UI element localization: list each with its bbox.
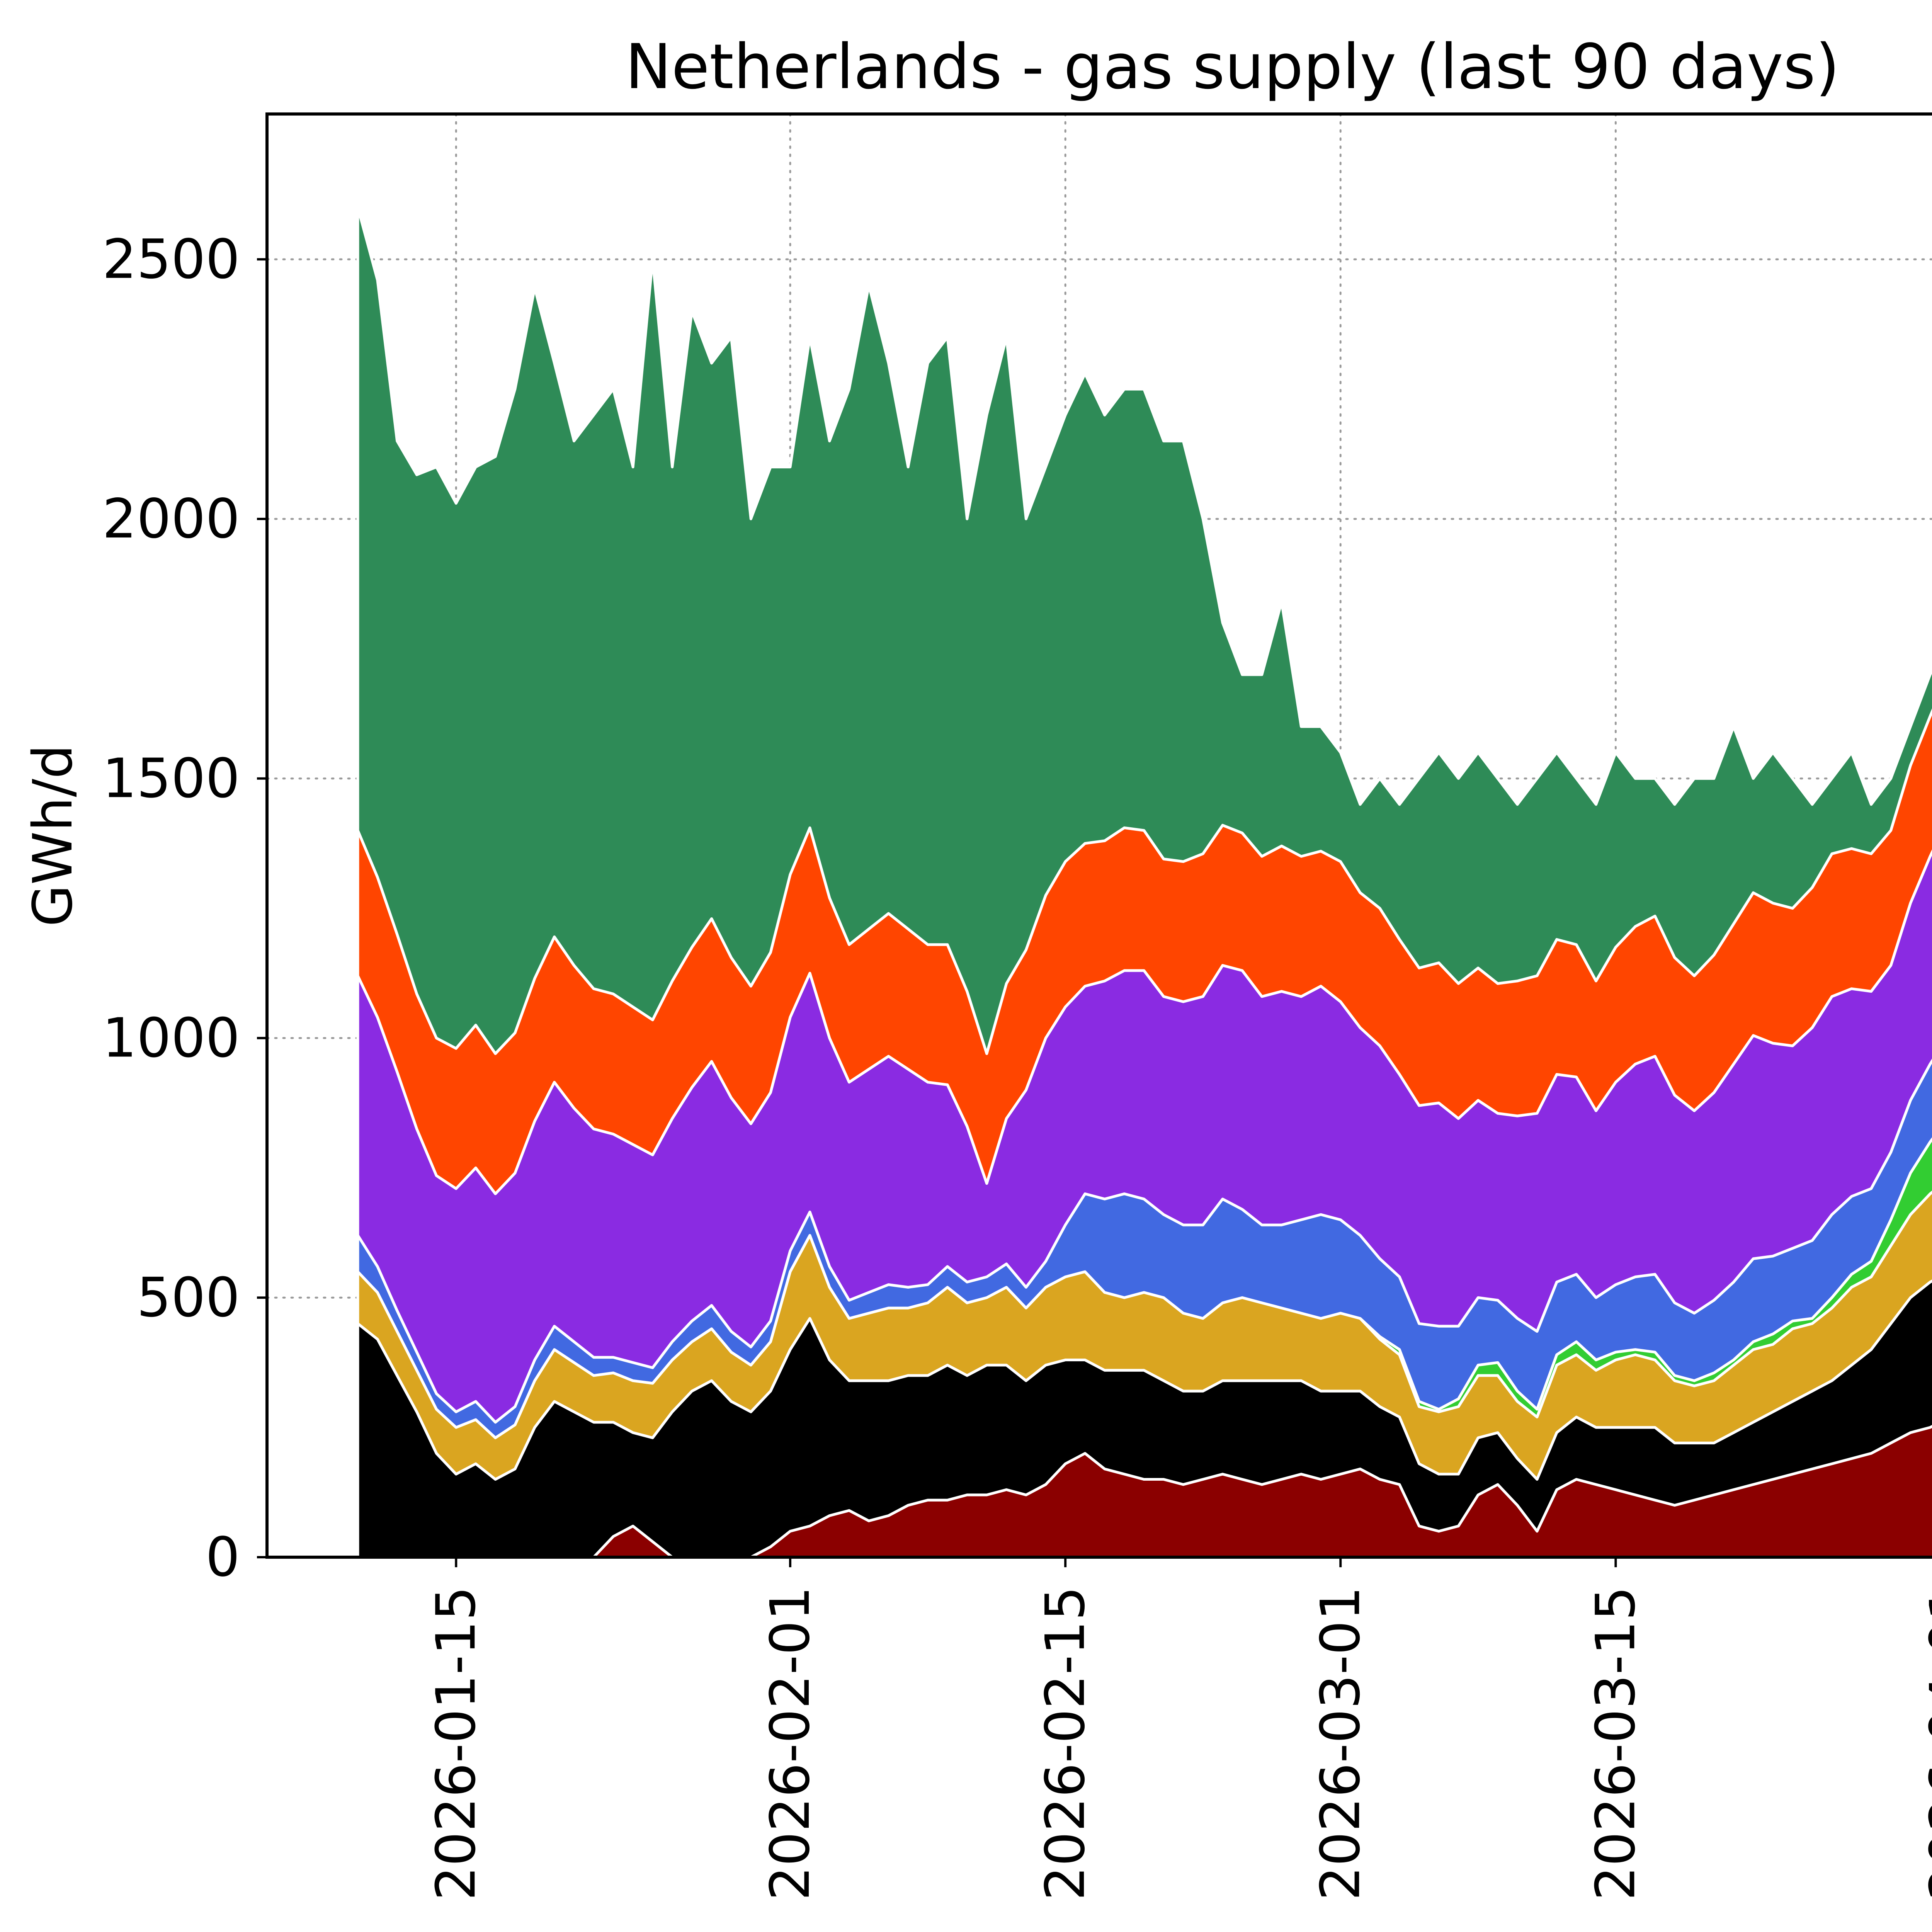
y-axis-label: GWh/d [22,745,85,927]
area-storage-withdrawals [356,206,1932,1055]
y-tick-label: 500 [137,1266,240,1329]
x-tick-label: 2026-03-15 [1584,1586,1647,1901]
x-tick-label: 2026-03-01 [1309,1586,1372,1901]
y-tick-label: 0 [206,1526,240,1589]
y-tick-label: 1500 [102,747,240,810]
y-tick-label: 2000 [102,488,240,551]
plot-frame [265,112,1932,1559]
x-tick-label: 2026-01-15 [425,1586,488,1901]
x-tick-label: 2026-02-15 [1034,1586,1097,1901]
y-tick-label: 1000 [102,1007,240,1070]
x-tick-label: 2026-02-01 [759,1586,822,1901]
x-tick-label: 2026-04-01 [1918,1586,1932,1901]
chart-title: Netherlands - gas supply (last 90 days) [625,31,1840,103]
y-tick-label: 2500 [102,228,240,291]
